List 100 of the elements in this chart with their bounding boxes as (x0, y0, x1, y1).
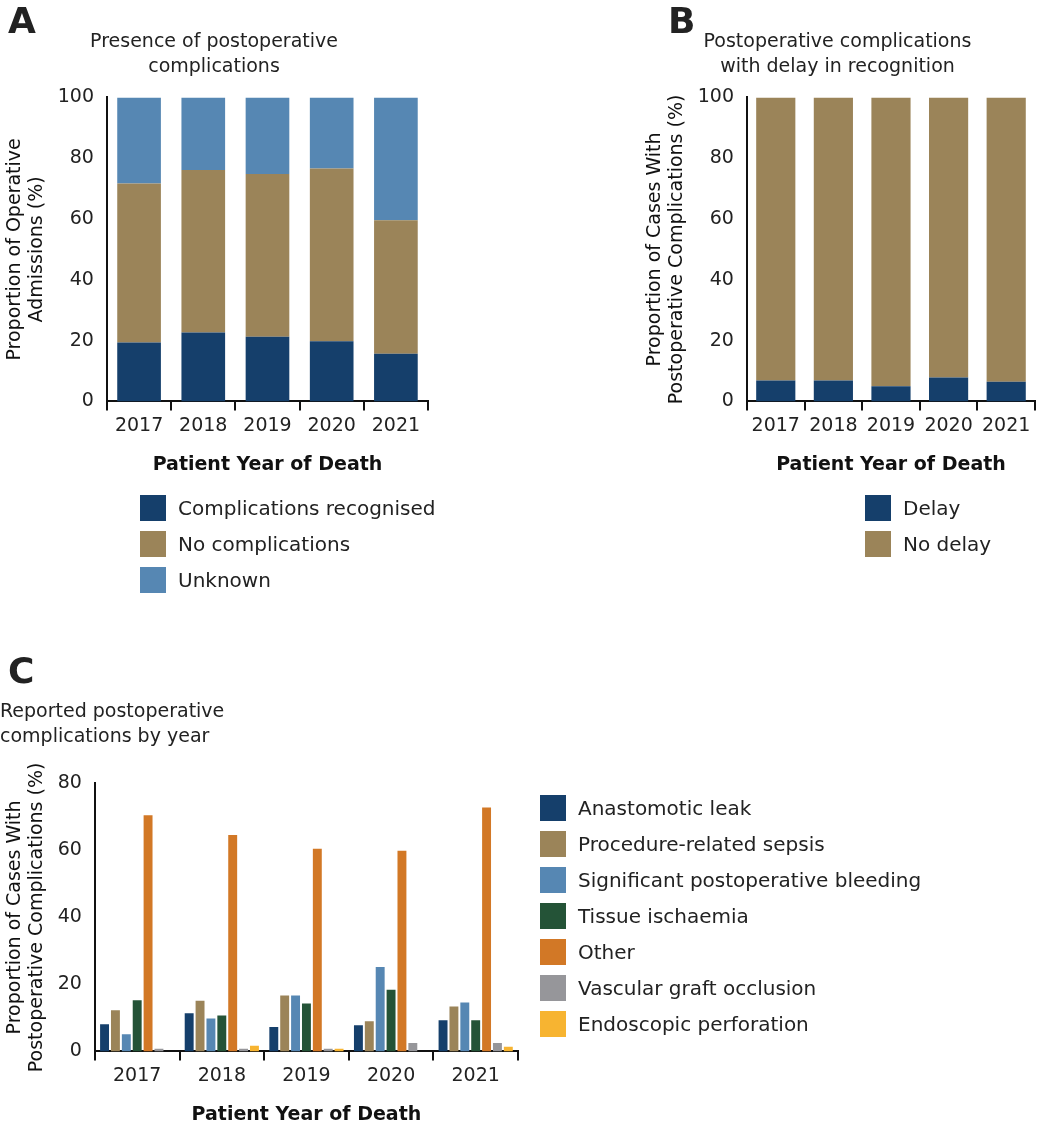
y-axis-title: Proportion of Cases With Postoperative Complications (%) (1, 762, 46, 1073)
bar (206, 1018, 216, 1052)
x-axis-title: Patient Year of Death (776, 451, 1006, 474)
x-axis-title: Patient Year of Death (191, 1101, 422, 1124)
bar (181, 97, 226, 171)
y-tick-label: 20 (57, 971, 82, 994)
bar (217, 1015, 227, 1052)
bar (195, 1000, 205, 1052)
bar (460, 1002, 470, 1052)
legend-label: Unknown (178, 568, 271, 592)
x-tick-label: 2019 (243, 412, 292, 435)
legend-label: No complications (178, 532, 351, 556)
bar (121, 1034, 131, 1052)
bar (374, 353, 418, 402)
bar (364, 1021, 374, 1052)
chart-title: Presence of postoperative complications (90, 29, 338, 76)
x-tick-label: 2019 (282, 1062, 331, 1085)
x-tick-label: 2021 (451, 1062, 500, 1085)
y-tick-label: 20 (709, 327, 734, 350)
bar (756, 380, 796, 402)
y-tick-label: 60 (709, 205, 734, 228)
text: A (8, 0, 36, 41)
legend-label: Endoscopic perforation (578, 1012, 809, 1036)
bar (471, 1020, 481, 1052)
bar (353, 1025, 363, 1052)
legend-label: No delay (903, 532, 992, 556)
y-tick-label: 40 (57, 904, 82, 927)
legend-label: Complications recognised (178, 496, 436, 520)
bar (269, 1026, 279, 1052)
legend-label: Anastomotic leak (578, 796, 752, 820)
bar (117, 97, 161, 184)
bar (374, 220, 418, 354)
x-tick-label: 2018 (197, 1062, 246, 1085)
legend-label: Tissue ischaemia (578, 904, 749, 928)
bar (181, 332, 226, 402)
legend-label: Other (578, 940, 635, 964)
bar (929, 377, 969, 402)
bar (986, 381, 1026, 402)
bar (110, 1010, 120, 1052)
bar (245, 97, 290, 175)
x-tick-label: 2020 (307, 412, 356, 435)
x-tick-label: 2020 (924, 412, 973, 435)
legend-label: Vascular graft occlusion (578, 976, 817, 1000)
legend-label: Delay (903, 496, 961, 520)
bar (375, 966, 385, 1052)
y-tick-label: 0 (69, 1038, 82, 1061)
bar (117, 342, 161, 402)
y-tick-label: 0 (721, 388, 734, 411)
bar (117, 183, 161, 343)
bar (309, 97, 354, 169)
bar (929, 97, 969, 378)
x-tick-label: 2017 (114, 412, 164, 435)
legend-label: Procedure-related sepsis (578, 832, 825, 856)
bar (301, 1003, 311, 1052)
chart-title: Reported postoperative complications by year (0, 699, 225, 746)
bar (813, 380, 853, 402)
y-tick-label: 40 (69, 266, 94, 289)
x-tick-label: 2017 (751, 412, 800, 435)
text: B (668, 0, 696, 41)
x-tick-label: 2021 (371, 412, 421, 435)
y-tick-label: 100 (57, 84, 94, 107)
y-tick-label: 60 (57, 837, 82, 860)
bar (143, 815, 153, 1052)
y-tick-label: 0 (81, 388, 94, 411)
bar (386, 989, 396, 1052)
bar (397, 850, 407, 1052)
bar (181, 170, 226, 333)
y-tick-label: 40 (709, 266, 734, 289)
bar (132, 1000, 142, 1052)
bar (374, 97, 418, 221)
legend-label: Significant postoperative bleeding (578, 868, 922, 892)
chart-title: Postoperative complications with delay in recognition (703, 29, 972, 76)
y-tick-label: 80 (69, 145, 94, 168)
x-tick-label: 2018 (809, 412, 858, 435)
bar (280, 995, 290, 1052)
x-tick-label: 2020 (366, 1062, 416, 1085)
bar (871, 97, 911, 387)
x-tick-label: 2019 (866, 412, 916, 435)
bar (449, 1006, 459, 1052)
x-tick-label: 2017 (113, 1062, 162, 1085)
y-axis-title: Proportion of Operative Admissions (%) (1, 138, 46, 361)
bar (245, 336, 290, 402)
bar (184, 1013, 194, 1052)
y-axis-title: Proportion of Cases With Postoperative Complications (%) (641, 94, 686, 405)
x-axis-title: Patient Year of Death (152, 451, 383, 474)
bar (756, 97, 796, 381)
bar (871, 386, 911, 402)
bar (291, 995, 301, 1052)
bar (482, 807, 492, 1052)
y-tick-label: 60 (69, 205, 94, 228)
bar (986, 97, 1026, 382)
bar (312, 848, 322, 1052)
bar (309, 168, 354, 342)
bar (245, 174, 290, 337)
text: C (8, 650, 35, 691)
bar (813, 97, 853, 381)
bar (228, 834, 238, 1052)
x-tick-label: 2021 (982, 412, 1031, 435)
x-tick-label: 2018 (179, 412, 228, 435)
bar (100, 1024, 110, 1052)
